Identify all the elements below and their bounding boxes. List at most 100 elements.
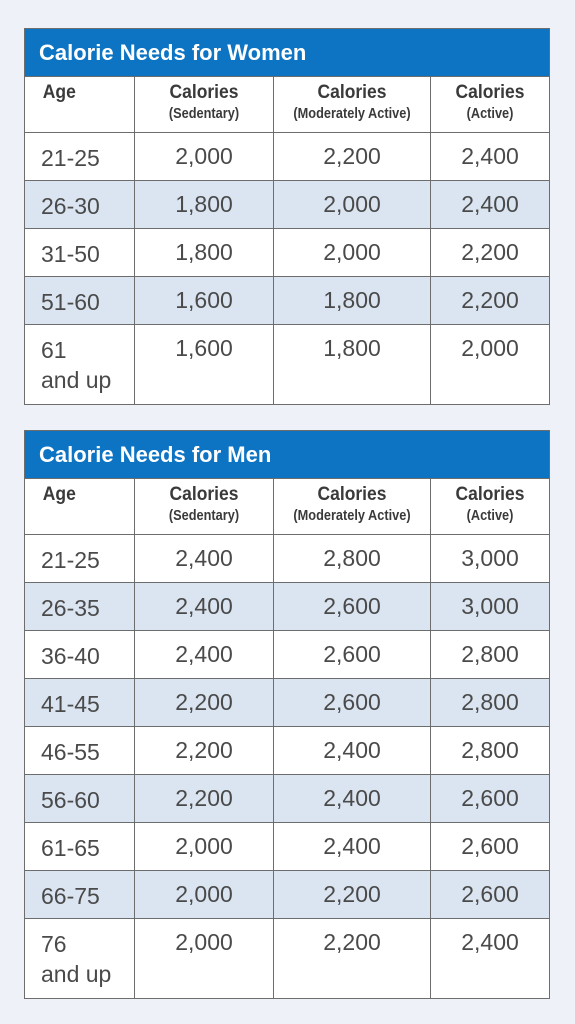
women-header-cell: Calories (Moderately Active) xyxy=(273,77,430,132)
column-header-sublabel: (Active) xyxy=(466,105,514,122)
age-cell: 66-75 xyxy=(25,871,134,918)
age-range-suffix: and up xyxy=(41,367,112,393)
women-header-cell: Calories (Active) xyxy=(430,77,549,132)
sedentary-cell: 2,400 xyxy=(134,535,273,582)
table-row: 41-45 2,200 2,600 2,800 xyxy=(25,678,549,726)
age-range: 61-65 xyxy=(41,835,100,861)
men-header-cell: Calories (Moderately Active) xyxy=(273,479,430,534)
women-header-cell: Calories (Sedentary) xyxy=(134,77,273,132)
active-cell: 2,600 xyxy=(430,823,549,870)
table-row: 56-60 2,200 2,400 2,600 xyxy=(25,774,549,822)
moderate-cell: 2,600 xyxy=(273,631,430,678)
table-row: 21-25 2,000 2,200 2,400 xyxy=(25,132,549,180)
sedentary-cell: 2,200 xyxy=(134,727,273,774)
age-cell: 56-60 xyxy=(25,775,134,822)
moderate-cell: 2,000 xyxy=(273,229,430,276)
age-cell: 26-30 xyxy=(25,181,134,228)
age-cell: 21-25 xyxy=(25,133,134,180)
active-cell: 2,400 xyxy=(430,181,549,228)
active-cell: 2,000 xyxy=(430,325,549,404)
age-cell: 31-50 xyxy=(25,229,134,276)
column-header-label: Age xyxy=(42,82,76,103)
moderate-cell: 2,400 xyxy=(273,727,430,774)
women-calorie-table: Calorie Needs for Women Age Calories (Seden… xyxy=(24,28,550,405)
age-range: 61 xyxy=(41,337,67,363)
sedentary-cell: 2,200 xyxy=(134,679,273,726)
active-cell: 2,600 xyxy=(430,775,549,822)
men-header-cell: Calories (Active) xyxy=(430,479,549,534)
column-header-sublabel: (Moderately Active) xyxy=(293,507,411,524)
age-cell: 61 and up xyxy=(25,325,134,404)
age-range: 21-25 xyxy=(41,145,100,171)
column-header-sublabel: (Active) xyxy=(466,507,514,524)
table-row: 26-35 2,400 2,600 3,000 xyxy=(25,582,549,630)
age-cell: 36-40 xyxy=(25,631,134,678)
sedentary-cell: 1,800 xyxy=(134,181,273,228)
moderate-cell: 2,600 xyxy=(273,583,430,630)
age-cell: 21-25 xyxy=(25,535,134,582)
active-cell: 2,800 xyxy=(430,679,549,726)
sedentary-cell: 1,800 xyxy=(134,229,273,276)
column-header-sublabel: (Sedentary) xyxy=(168,507,240,524)
table-row: 31-50 1,800 2,000 2,200 xyxy=(25,228,549,276)
age-range: 26-35 xyxy=(41,595,100,621)
age-range: 26-30 xyxy=(41,193,100,219)
age-range: 31-50 xyxy=(41,241,100,267)
moderate-cell: 2,200 xyxy=(273,919,430,998)
age-range: 46-55 xyxy=(41,739,100,765)
table-row: 46-55 2,200 2,400 2,800 xyxy=(25,726,549,774)
column-header-label: Calories xyxy=(317,484,387,505)
active-cell: 3,000 xyxy=(430,535,549,582)
age-range: 76 xyxy=(41,931,67,957)
table-row: 26-30 1,800 2,000 2,400 xyxy=(25,180,549,228)
men-table-title: Calorie Needs for Men xyxy=(25,431,549,479)
age-cell: 76 and up xyxy=(25,919,134,998)
sedentary-cell: 1,600 xyxy=(134,277,273,324)
active-cell: 2,800 xyxy=(430,727,549,774)
table-row: 66-75 2,000 2,200 2,600 xyxy=(25,870,549,918)
table-row: 61 and up 1,600 1,800 2,000 xyxy=(25,324,549,404)
age-range: 36-40 xyxy=(41,643,100,669)
column-header-label: Calories xyxy=(455,484,525,505)
table-row: 51-60 1,600 1,800 2,200 xyxy=(25,276,549,324)
column-header-sublabel: (Sedentary) xyxy=(168,105,240,122)
moderate-cell: 2,200 xyxy=(273,133,430,180)
column-header-label: Calories xyxy=(169,82,239,103)
moderate-cell: 1,800 xyxy=(273,325,430,404)
table-row: 61-65 2,000 2,400 2,600 xyxy=(25,822,549,870)
sedentary-cell: 2,400 xyxy=(134,583,273,630)
sedentary-cell: 2,200 xyxy=(134,775,273,822)
age-range: 51-60 xyxy=(41,289,100,315)
men-header-cell: Calories (Sedentary) xyxy=(134,479,273,534)
age-cell: 26-35 xyxy=(25,583,134,630)
age-range: 41-45 xyxy=(41,691,100,717)
table-row: 21-25 2,400 2,800 3,000 xyxy=(25,534,549,582)
men-header-cell: Age xyxy=(25,479,134,534)
sedentary-cell: 1,600 xyxy=(134,325,273,404)
age-cell: 41-45 xyxy=(25,679,134,726)
active-cell: 2,400 xyxy=(430,133,549,180)
age-range: 66-75 xyxy=(41,883,100,909)
women-header-row: Age Calories (Sedentary) Calories (Moderatel… xyxy=(25,77,549,132)
men-header-row: Age Calories (Sedentary) Calories (Moderatel… xyxy=(25,479,549,534)
column-header-sublabel: (Moderately Active) xyxy=(293,105,411,122)
moderate-cell: 2,600 xyxy=(273,679,430,726)
men-calorie-table: Calorie Needs for Men Age Calories (Sedenta… xyxy=(24,430,550,999)
age-range-suffix: and up xyxy=(41,961,112,987)
table-row: 36-40 2,400 2,600 2,800 xyxy=(25,630,549,678)
sedentary-cell: 2,000 xyxy=(134,133,273,180)
moderate-cell: 2,000 xyxy=(273,181,430,228)
active-cell: 2,600 xyxy=(430,871,549,918)
table-row: 76 and up 2,000 2,200 2,400 xyxy=(25,918,549,998)
active-cell: 2,200 xyxy=(430,277,549,324)
active-cell: 2,800 xyxy=(430,631,549,678)
sedentary-cell: 2,000 xyxy=(134,823,273,870)
column-header-label: Calories xyxy=(455,82,525,103)
moderate-cell: 1,800 xyxy=(273,277,430,324)
column-header-label: Calories xyxy=(317,82,387,103)
moderate-cell: 2,400 xyxy=(273,775,430,822)
sedentary-cell: 2,000 xyxy=(134,919,273,998)
women-table-title: Calorie Needs for Women xyxy=(25,29,549,77)
active-cell: 2,200 xyxy=(430,229,549,276)
sedentary-cell: 2,400 xyxy=(134,631,273,678)
